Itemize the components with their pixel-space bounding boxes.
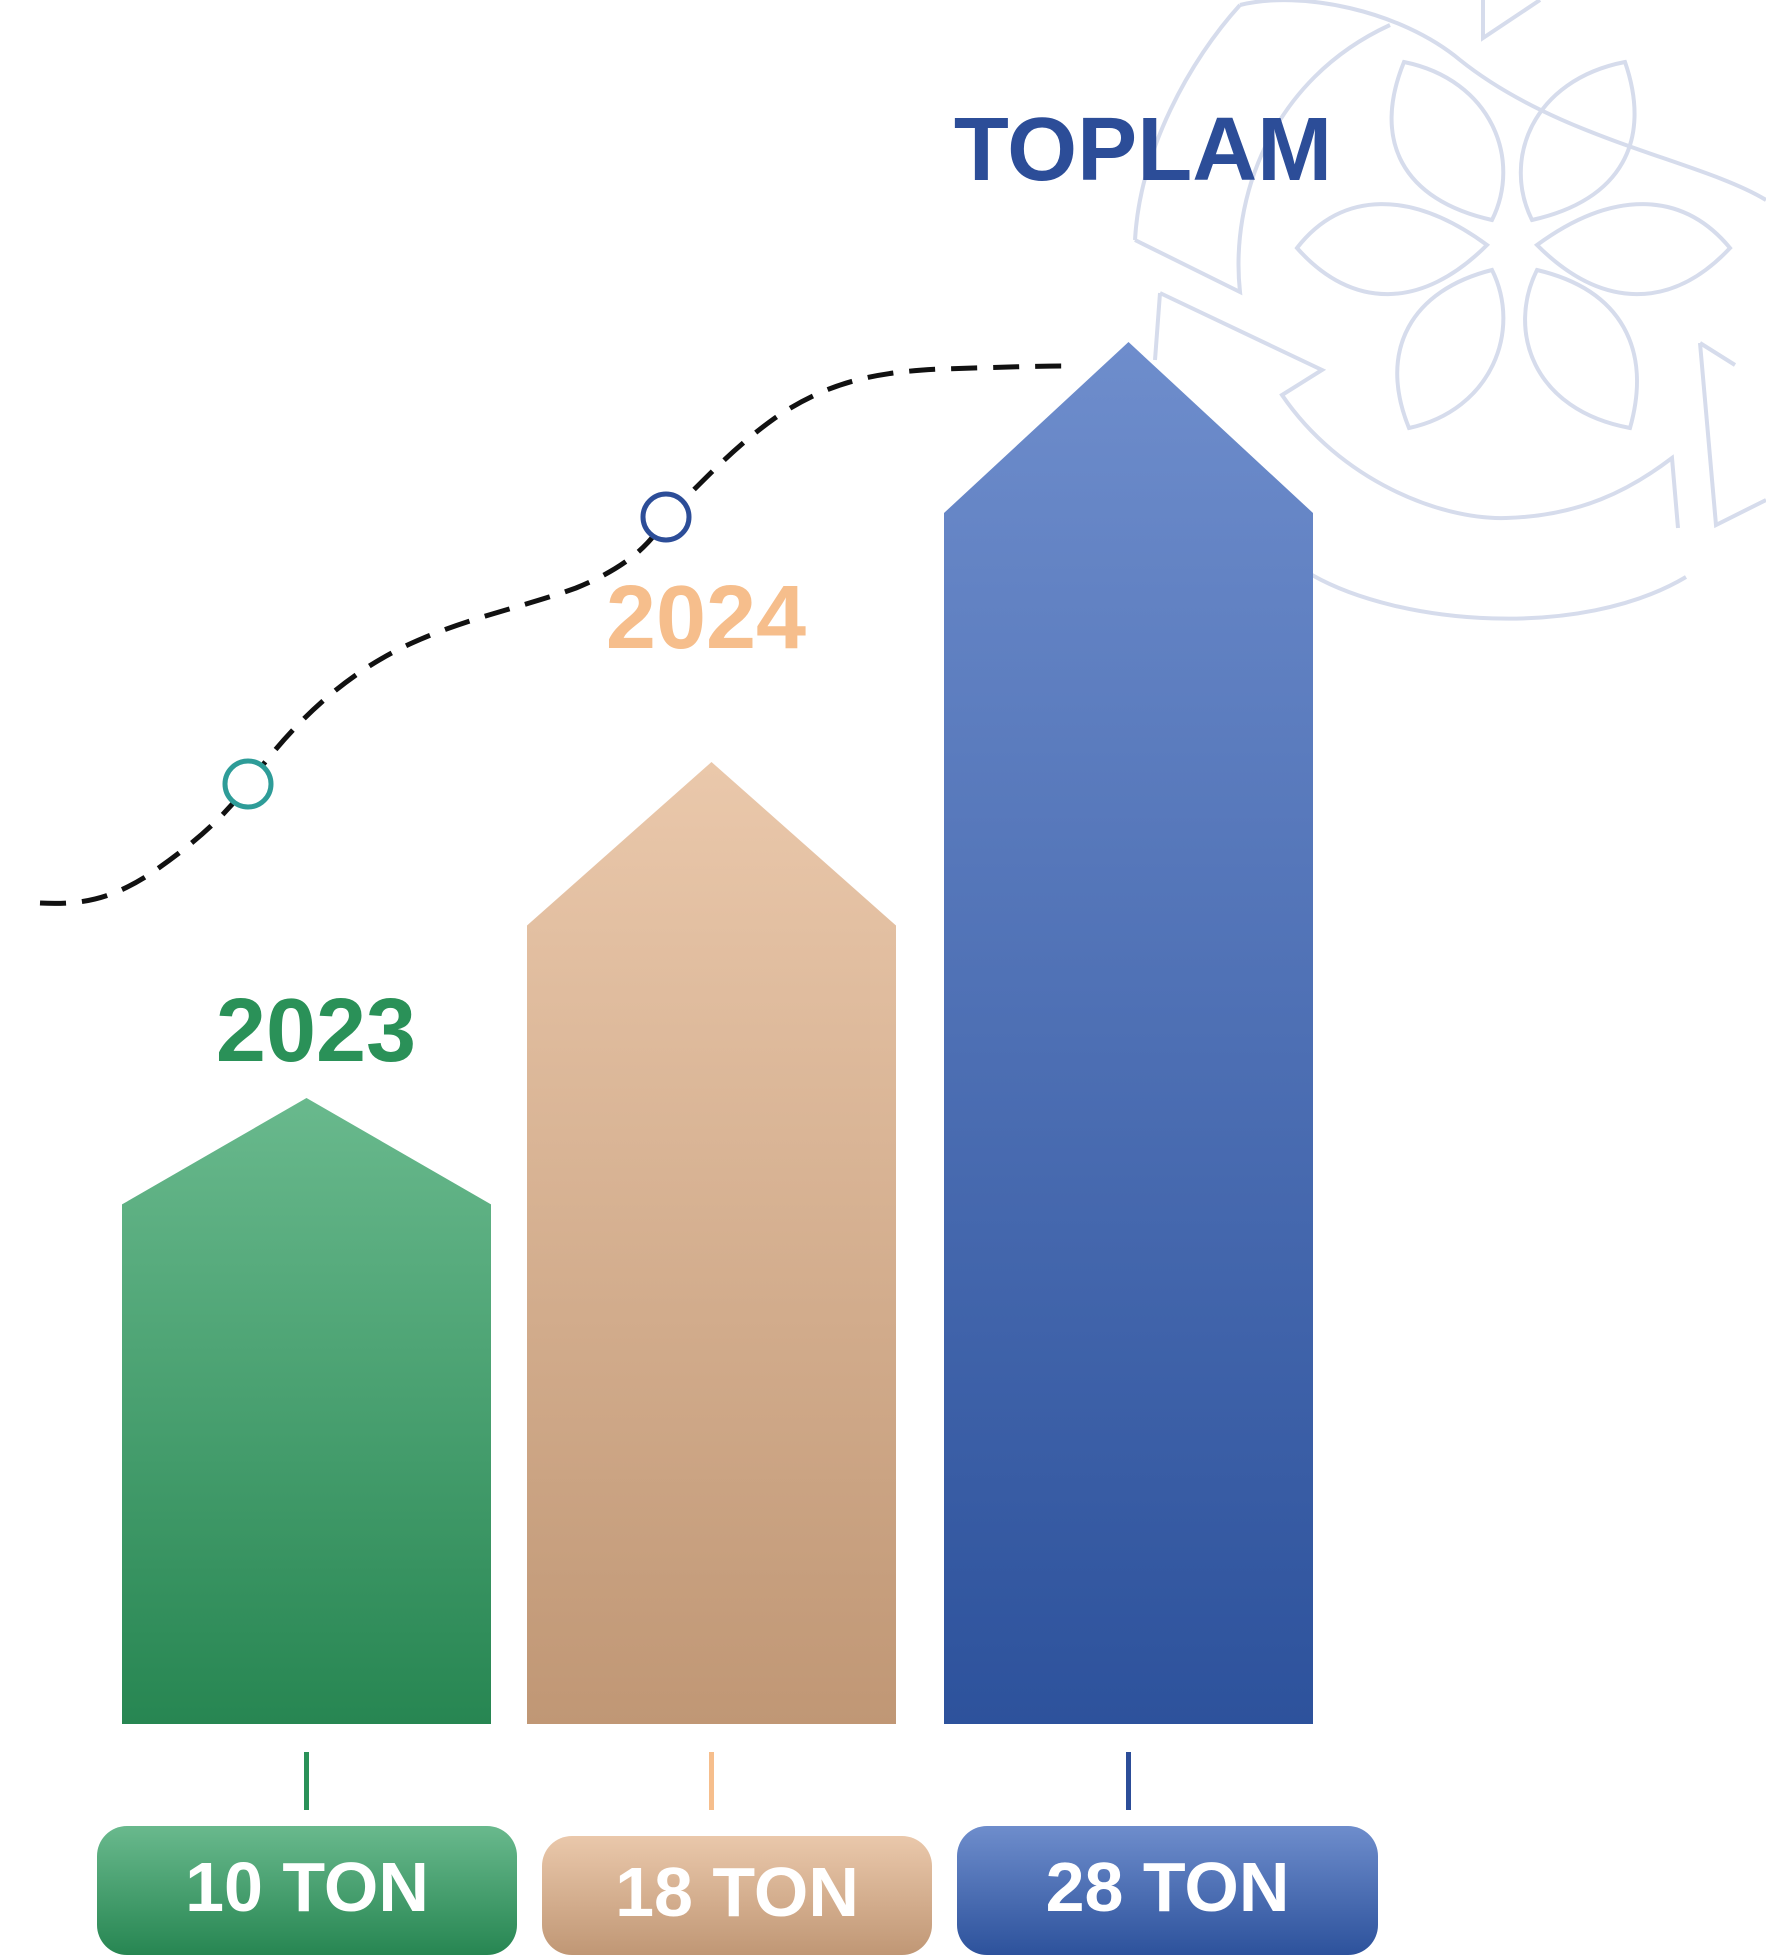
page: {"chart_data": {"type": "bar", "categori… <box>0 0 1766 1958</box>
bar <box>527 762 896 1724</box>
bar <box>122 1098 491 1724</box>
value-label: 10 TON <box>185 1848 429 1926</box>
category-label: 2024 <box>606 568 806 668</box>
bar <box>944 342 1313 1724</box>
chart: 2023 10 TON 2024 18 TON TOPLAM 28 TON <box>0 0 1766 1958</box>
category-label: 2023 <box>216 981 416 1081</box>
value-label: 28 TON <box>1046 1848 1290 1926</box>
value-label: 18 TON <box>615 1853 859 1931</box>
trend-curve <box>40 366 1062 903</box>
trend-marker <box>225 761 271 807</box>
category-label: TOPLAM <box>954 100 1332 200</box>
trend-marker <box>643 494 689 540</box>
